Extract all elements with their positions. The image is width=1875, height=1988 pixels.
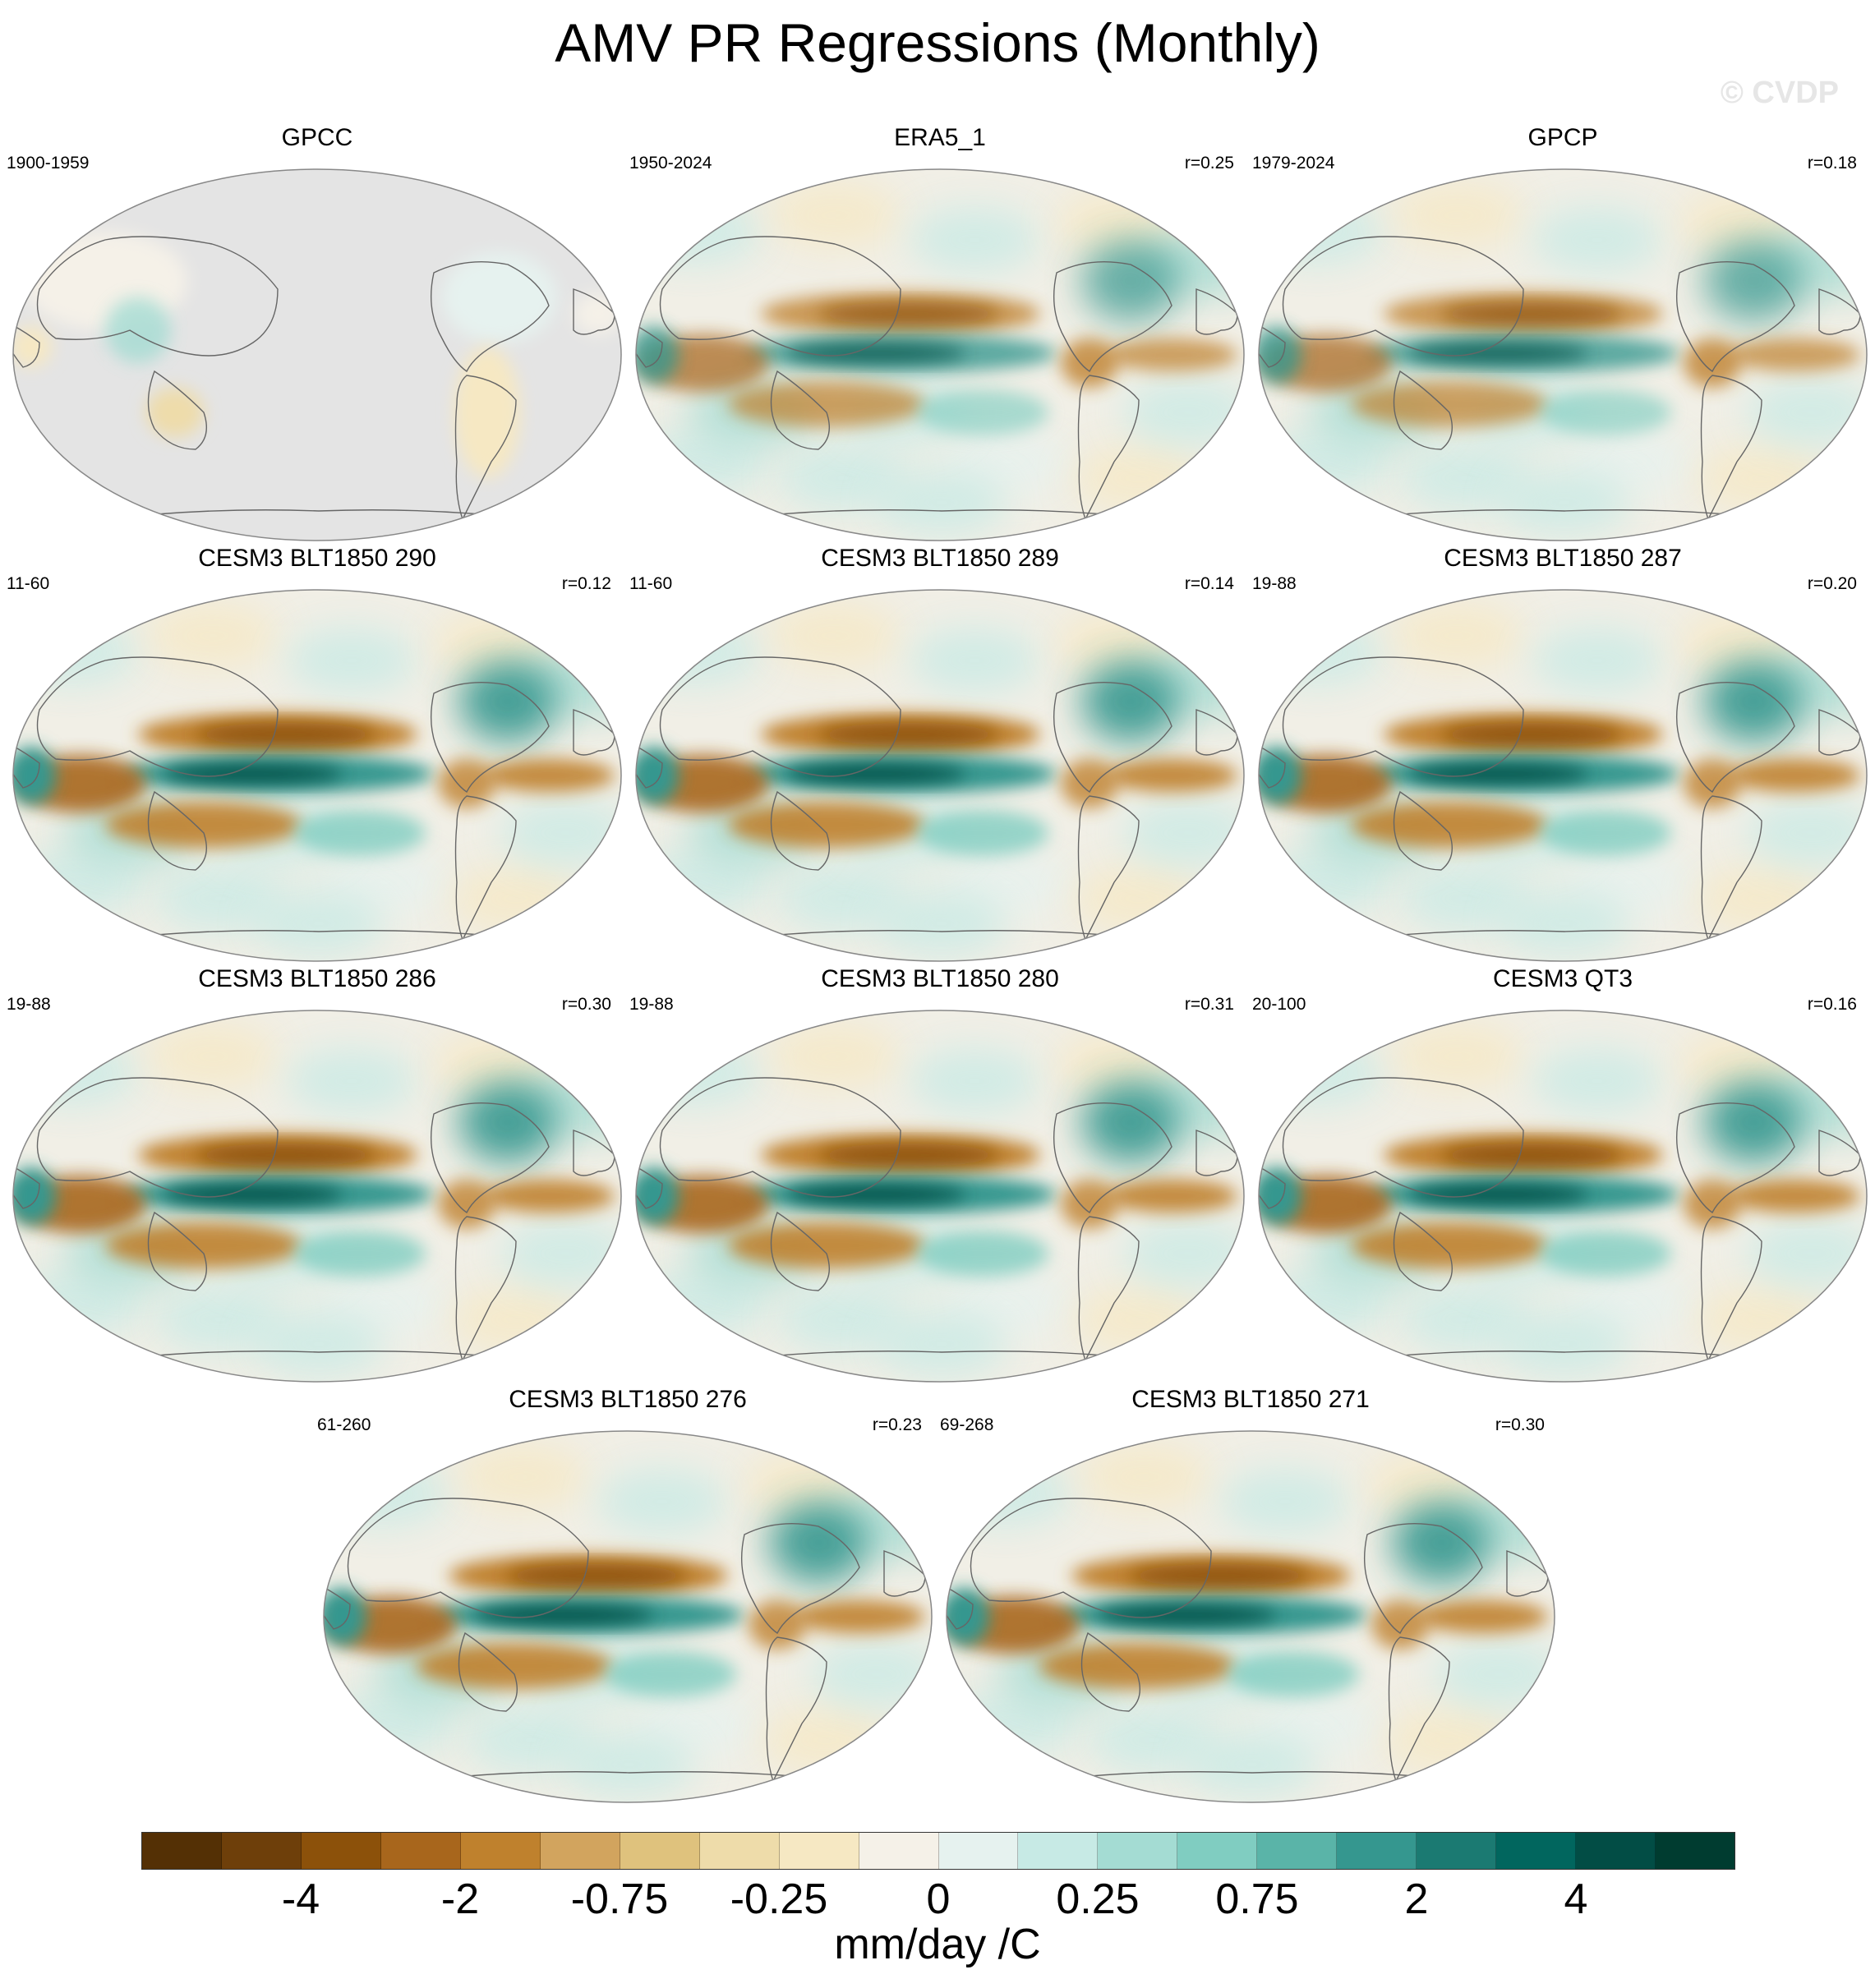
panel-title: CESM3 BLT1850 289 (821, 545, 1059, 572)
panel-title: ERA5_1 (894, 124, 986, 151)
map-4 (12, 589, 622, 962)
panel-1: GPCC 1900-1959 (7, 123, 628, 547)
panel-years: 61-260 (317, 1415, 371, 1434)
colorbar-swatch (1337, 1833, 1417, 1869)
panel-8: CESM3 BLT1850 280 19-88 r=0.31 (629, 964, 1251, 1388)
map-8 (635, 1010, 1245, 1383)
map-7 (12, 1010, 622, 1383)
colorbar-ticks: -4 -2 -0.75 -0.25 0 0.25 0.75 2 4 (141, 1875, 1735, 1924)
panel-title: CESM3 QT3 (1492, 965, 1633, 992)
panel-title: CESM3 BLT1850 276 (509, 1386, 747, 1413)
colorbar-swatch (1576, 1833, 1656, 1869)
panel-correlation: r=0.16 (1807, 995, 1857, 1014)
colorbar-swatch (620, 1833, 700, 1869)
panel-title: CESM3 BLT1850 287 (1444, 545, 1682, 572)
colorbar-tick-label: 0 (926, 1875, 951, 1923)
panel-correlation: r=0.23 (872, 1415, 922, 1434)
panel-title: CESM3 BLT1850 271 (1131, 1386, 1370, 1413)
panel-title: CESM3 BLT1850 290 (198, 545, 436, 572)
colorbar-tick-label: 2 (1404, 1875, 1429, 1923)
panel-7: CESM3 BLT1850 286 19-88 r=0.30 (7, 964, 628, 1388)
panel-correlation: r=0.14 (1184, 574, 1234, 593)
panel-correlation: r=0.31 (1184, 995, 1234, 1014)
colorbar-swatch (380, 1833, 461, 1869)
panel-correlation: r=0.30 (1495, 1415, 1545, 1434)
colorbar-tick-label: -4 (281, 1875, 320, 1923)
panel-years: 1950-2024 (629, 154, 712, 173)
colorbar-swatch (301, 1833, 381, 1869)
colorbar-swatch (1018, 1833, 1099, 1869)
colorbar-swatch (142, 1833, 222, 1869)
panel-years: 20-100 (1252, 995, 1306, 1014)
panel-years: 69-268 (940, 1415, 994, 1434)
panel-years: 11-60 (7, 574, 50, 593)
panel-10: CESM3 BLT1850 276 61-260 r=0.23 (317, 1385, 938, 1809)
panel-3: GPCP 1979-2024 r=0.18 (1252, 123, 1873, 547)
panel-6: CESM3 BLT1850 287 19-88 r=0.20 (1252, 544, 1873, 968)
colorbar-tick-label: 0.25 (1056, 1875, 1140, 1923)
colorbar-tick-label: -0.25 (730, 1875, 828, 1923)
panel-4: CESM3 BLT1850 290 11-60 r=0.12 (7, 544, 628, 968)
colorbar-tick-label: 4 (1564, 1875, 1588, 1923)
panel-years: 11-60 (629, 574, 673, 593)
colorbar-swatch (1098, 1833, 1178, 1869)
panel-9: CESM3 QT3 20-100 r=0.16 (1252, 964, 1873, 1388)
colorbar-swatch (1656, 1833, 1735, 1869)
map-3 (1258, 168, 1868, 541)
panel-years: 19-88 (7, 995, 51, 1014)
colorbar-swatch (1496, 1833, 1577, 1869)
colorbar-swatch (938, 1833, 1019, 1869)
map-6 (1258, 589, 1868, 962)
panel-years: 1900-1959 (7, 154, 90, 173)
panel-title: CESM3 BLT1850 286 (198, 965, 436, 992)
map-1 (12, 168, 622, 541)
panel-11: CESM3 BLT1850 271 69-268 r=0.30 (940, 1385, 1561, 1809)
panel-correlation: r=0.12 (561, 574, 611, 593)
colorbar-swatch (859, 1833, 939, 1869)
panel-correlation: r=0.30 (561, 995, 611, 1014)
colorbar-units: mm/day /C (834, 1921, 1041, 1968)
panel-years: 19-88 (1252, 574, 1297, 593)
colorbar-swatch (1177, 1833, 1258, 1869)
colorbar-tick-label: -0.75 (570, 1875, 669, 1923)
colorbar-swatch (540, 1833, 620, 1869)
colorbar-swatch (1257, 1833, 1338, 1869)
colorbar-tick-label: -2 (440, 1875, 480, 1923)
colorbar-tick-label: 0.75 (1215, 1875, 1299, 1923)
panel-5: CESM3 BLT1850 289 11-60 r=0.14 (629, 544, 1251, 968)
map-10 (323, 1430, 933, 1803)
panel-correlation: r=0.25 (1184, 154, 1234, 173)
colorbar-swatch (1417, 1833, 1497, 1869)
colorbar-swatch (221, 1833, 302, 1869)
colorbar (141, 1832, 1735, 1870)
colorbar-swatch (460, 1833, 541, 1869)
panel-title: GPCP (1527, 124, 1598, 151)
colorbar-swatch (699, 1833, 780, 1869)
watermark: © CVDP (1720, 76, 1839, 110)
map-9 (1258, 1010, 1868, 1383)
panel-correlation: r=0.20 (1807, 574, 1857, 593)
panel-years: 1979-2024 (1252, 154, 1335, 173)
panel-years: 19-88 (629, 995, 674, 1014)
panel-2: ERA5_1 1950-2024 r=0.25 (629, 123, 1251, 547)
panel-title: CESM3 BLT1850 280 (821, 965, 1059, 992)
map-5 (635, 589, 1245, 962)
figure-title: AMV PR Regressions (Monthly) (555, 12, 1320, 73)
panel-title: GPCC (281, 124, 353, 151)
map-11 (946, 1430, 1555, 1803)
colorbar-swatch (779, 1833, 859, 1869)
panel-correlation: r=0.18 (1807, 154, 1857, 173)
map-2 (635, 168, 1245, 541)
